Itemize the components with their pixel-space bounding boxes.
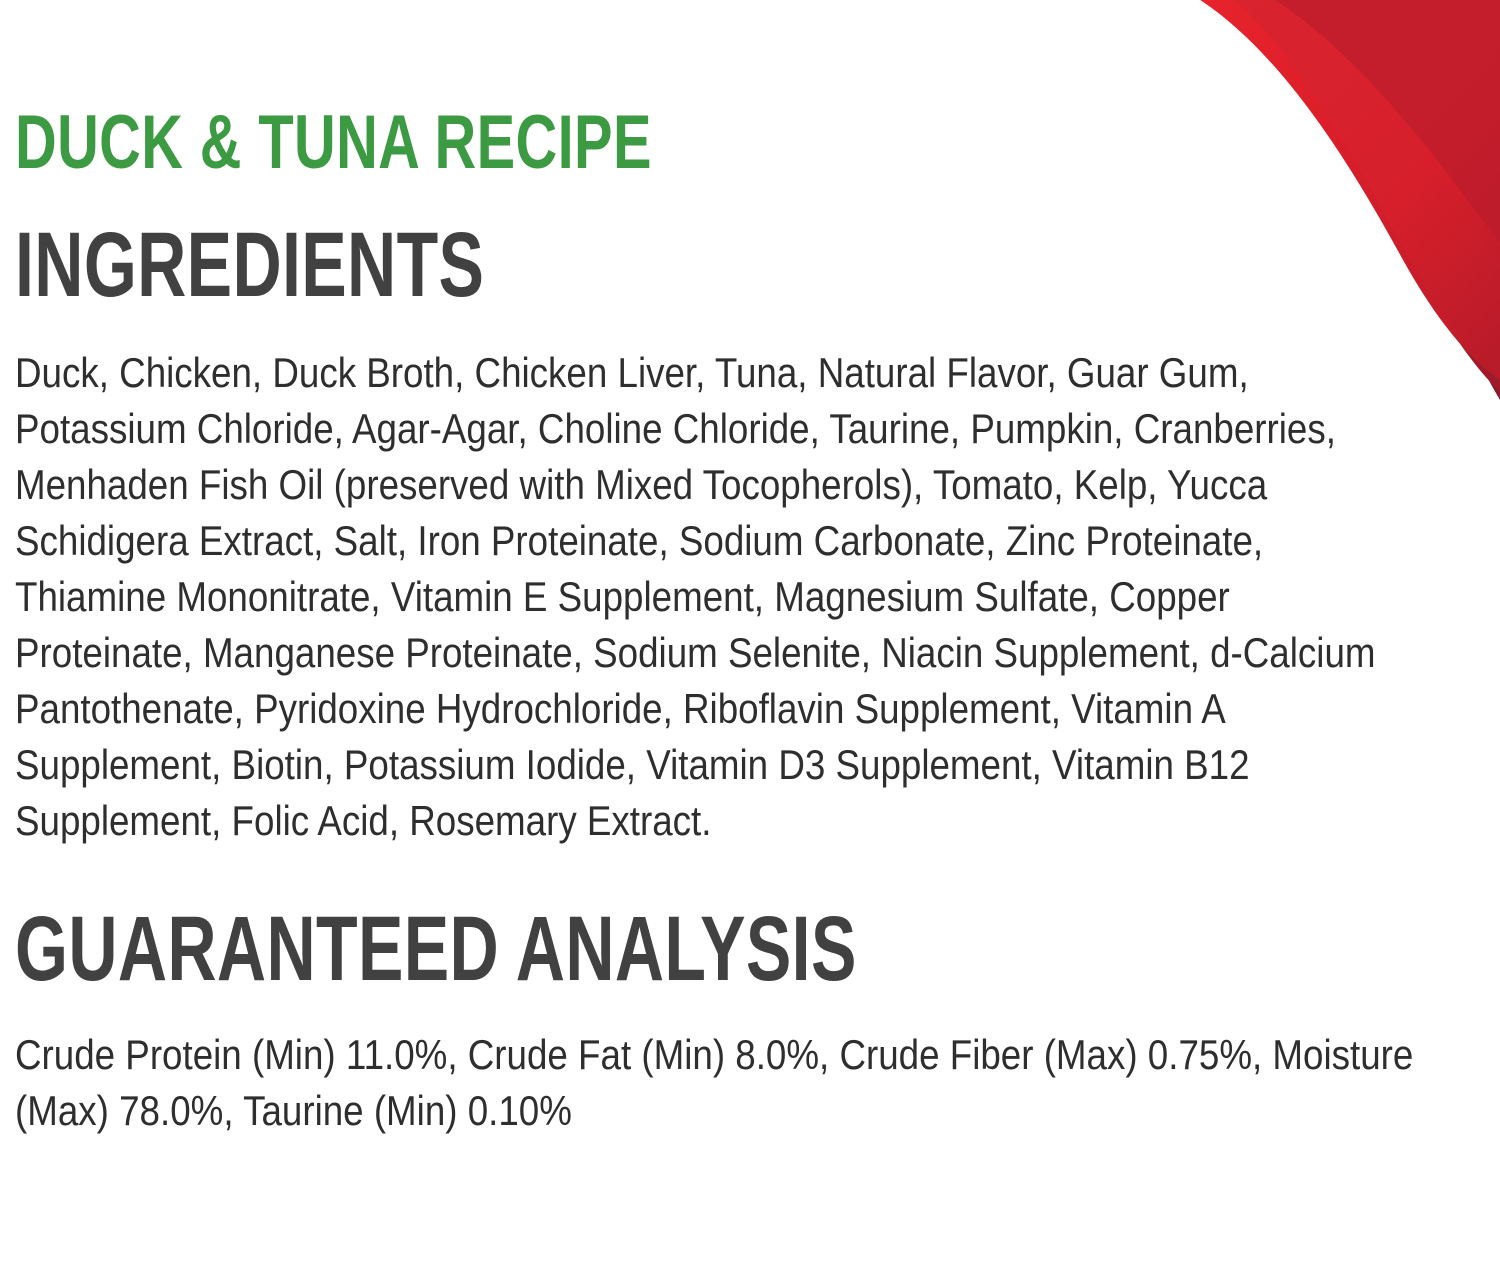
ingredients-text: Duck, Chicken, Duck Broth, Chicken Liver…: [15, 349, 1376, 844]
label-content: DUCK & TUNA RECIPE INGREDIENTS Duck, Chi…: [15, 0, 1435, 1139]
recipe-title: DUCK & TUNA RECIPE: [15, 100, 652, 185]
ingredients-heading: INGREDIENTS: [15, 214, 485, 316]
guaranteed-analysis-text: Crude Protein (Min) 11.0%, Crude Fat (Mi…: [15, 1031, 1414, 1134]
guaranteed-analysis-heading: GUARANTEED ANALYSIS: [15, 898, 857, 1000]
